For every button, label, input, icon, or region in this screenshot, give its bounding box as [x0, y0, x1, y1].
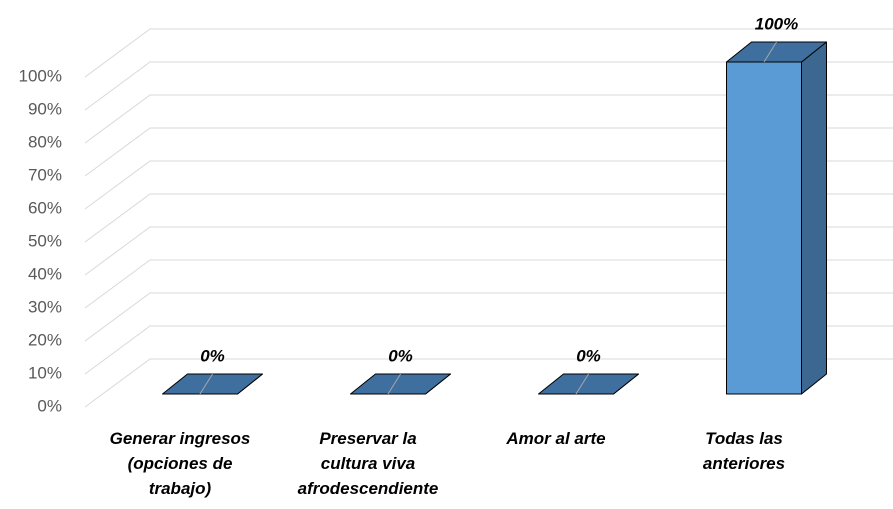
- x-tick-label: Generar ingresos (opciones de trabajo): [110, 429, 251, 498]
- x-tick-label-line: anteriores: [703, 454, 785, 473]
- bar-top-line: [387, 373, 401, 395]
- bar-front: [726, 61, 802, 395]
- grid-line: [84, 259, 893, 309]
- x-tick-label-line: cultura viva: [321, 454, 416, 473]
- bar: [726, 41, 827, 395]
- bar: [162, 373, 263, 395]
- y-tick-label: 100%: [19, 66, 62, 85]
- grid-line: [84, 325, 893, 375]
- y-tick-label: 10%: [28, 363, 62, 382]
- y-tick-label: 40%: [28, 264, 62, 283]
- y-tick-label: 80%: [28, 132, 62, 151]
- bar-top-line: [575, 373, 589, 395]
- grid-line: [84, 28, 893, 78]
- bar-side: [801, 41, 827, 395]
- grid-line: [84, 94, 893, 144]
- y-tick-label: 50%: [28, 231, 62, 250]
- grid-line: [84, 61, 893, 111]
- x-tick-label-line: Preservar la: [319, 429, 416, 448]
- bar: [538, 373, 639, 395]
- value-label: 0%: [576, 346, 601, 365]
- x-tick-label: Preservar la cultura viva afrodescendiente: [298, 429, 439, 498]
- grid-line: [84, 127, 893, 177]
- y-tick-label: 60%: [28, 198, 62, 217]
- x-tick-label-line: (opciones de: [128, 454, 233, 473]
- bar-top-line: [199, 373, 213, 395]
- value-label: 0%: [388, 346, 413, 365]
- x-tick-label: Todas las anteriores: [703, 429, 785, 473]
- grid-line: [84, 292, 893, 342]
- bar: [350, 373, 451, 395]
- bar-top: [350, 373, 451, 395]
- grid-line: [84, 358, 893, 408]
- x-tick-label-line: Generar ingresos: [110, 429, 251, 448]
- bar-top: [538, 373, 639, 395]
- bar-top-line: [763, 41, 777, 63]
- x-tick-label-line: Todas las: [705, 429, 783, 448]
- y-tick-label: 30%: [28, 297, 62, 316]
- y-tick-label: 70%: [28, 165, 62, 184]
- value-label: 0%: [200, 346, 225, 365]
- x-tick-label-line: Amor al arte: [505, 429, 605, 448]
- grid-line: [84, 226, 893, 276]
- y-tick-label: 0%: [37, 396, 62, 415]
- bar-top: [162, 373, 263, 395]
- x-tick-label-line: trabajo): [149, 479, 212, 498]
- x-tick-label-line: afrodescendiente: [298, 479, 439, 498]
- x-tick-label: Amor al arte: [505, 429, 605, 448]
- grid-line: [84, 160, 893, 210]
- bar-top: [726, 41, 827, 63]
- value-label: 100%: [755, 14, 798, 33]
- y-tick-label: 90%: [28, 99, 62, 118]
- y-tick-label: 20%: [28, 330, 62, 349]
- grid-line: [84, 193, 893, 243]
